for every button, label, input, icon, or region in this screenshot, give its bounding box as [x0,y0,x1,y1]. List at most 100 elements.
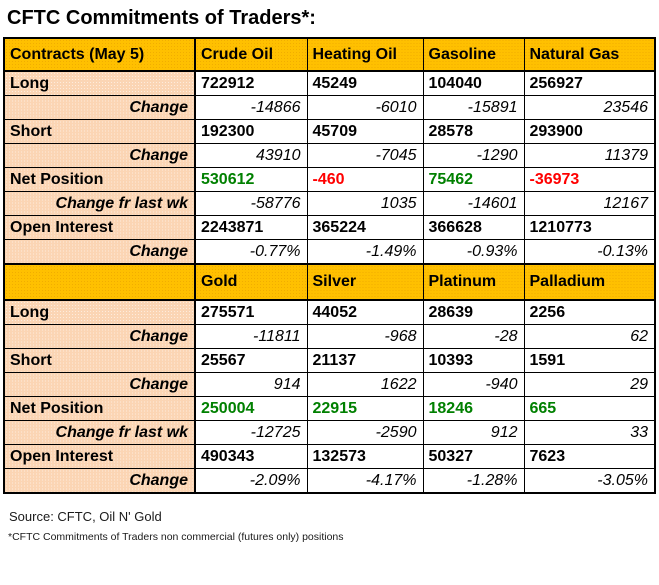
column-header-contracts: Contracts (May 5) [3,37,196,72]
cell-value: 2243871 [194,215,308,240]
cell-value: 912 [422,420,525,445]
column-header-gold: Gold [194,263,308,301]
cell-value-net: -460 [306,167,424,192]
cell-value: -1.28% [422,468,525,494]
cell-value: 28578 [422,119,525,144]
cell-value-net: -36973 [523,167,656,192]
column-header-natural-gas: Natural Gas [523,37,656,72]
table-row: Change -2.09% -4.17% -1.28% -3.05% [3,468,656,494]
cell-value: -14866 [194,95,308,120]
table-row: Long 722912 45249 104040 256927 [3,70,656,96]
cell-value: -14601 [422,191,525,216]
cell-value: 45709 [306,119,424,144]
column-header-heating-oil: Heating Oil [306,37,424,72]
cell-value: -7045 [306,143,424,168]
cell-value: -3.05% [523,468,656,494]
source-line: Source: CFTC, Oil N' Gold [9,509,162,524]
row-label: Change [3,372,196,397]
cell-value: 44052 [306,299,424,325]
cell-value: -58776 [194,191,308,216]
cell-value: -28 [422,324,525,349]
cell-value-net: 18246 [422,396,525,421]
metals-header-row: Gold Silver Platinum Palladium [3,263,656,301]
column-header-palladium: Palladium [523,263,656,301]
table-row: Change fr last wk -58776 1035 -14601 121… [3,191,656,216]
table-row: Long 275571 44052 28639 2256 [3,299,656,325]
column-header-crude-oil: Crude Oil [194,37,308,72]
cell-value: -2.09% [194,468,308,494]
table-row: Change fr last wk -12725 -2590 912 33 [3,420,656,445]
row-label: Open Interest [3,444,196,469]
cell-value-net: 530612 [194,167,308,192]
row-label: Net Position [3,396,196,421]
row-label: Change [3,324,196,349]
table-row: Change 914 1622 -940 29 [3,372,656,397]
cell-value: 23546 [523,95,656,120]
table-row: Net Position 250004 22915 18246 665 [3,396,656,421]
cell-value: -4.17% [306,468,424,494]
cell-value: -0.77% [194,239,308,265]
cell-value: -968 [306,324,424,349]
cell-value: 1622 [306,372,424,397]
table-row: Short 25567 21137 10393 1591 [3,348,656,373]
cell-value: -1290 [422,143,525,168]
cell-value: -1.49% [306,239,424,265]
cell-value: 7623 [523,444,656,469]
cell-value: 192300 [194,119,308,144]
page-title: CFTC Commitments of Traders*: [7,7,316,29]
cell-value: 29 [523,372,656,397]
row-label: Change [3,468,196,494]
cell-value: 33 [523,420,656,445]
column-header-blank [3,263,196,301]
table-row: Change 43910 -7045 -1290 11379 [3,143,656,168]
cell-value: 293900 [523,119,656,144]
cell-value: -940 [422,372,525,397]
row-label: Long [3,70,196,96]
page: CFTC Commitments of Traders*: Contracts … [3,7,656,543]
cell-value: 12167 [523,191,656,216]
column-header-platinum: Platinum [422,263,525,301]
row-label: Short [3,348,196,373]
cell-value: 365224 [306,215,424,240]
row-label: Change fr last wk [3,191,196,216]
cell-value: 1591 [523,348,656,373]
cell-value: 21137 [306,348,424,373]
cell-value: -12725 [194,420,308,445]
cot-table: Contracts (May 5) Crude Oil Heating Oil … [3,37,656,494]
cell-value: 722912 [194,70,308,96]
row-label: Change fr last wk [3,420,196,445]
cell-value: 256927 [523,70,656,96]
cell-value-net: 250004 [194,396,308,421]
column-header-silver: Silver [306,263,424,301]
cell-value: 275571 [194,299,308,325]
cell-value: -11811 [194,324,308,349]
cell-value: 132573 [306,444,424,469]
cell-value: 11379 [523,143,656,168]
energy-section: Contracts (May 5) Crude Oil Heating Oil … [3,37,656,265]
cell-value: 1035 [306,191,424,216]
table-row: Open Interest 490343 132573 50327 7623 [3,444,656,469]
cell-value: 104040 [422,70,525,96]
row-label: Long [3,299,196,325]
cell-value: 45249 [306,70,424,96]
row-label: Short [3,119,196,144]
cell-value: -6010 [306,95,424,120]
cell-value: 62 [523,324,656,349]
row-label: Open Interest [3,215,196,240]
table-row: Change -14866 -6010 -15891 23546 [3,95,656,120]
cell-value: 366628 [422,215,525,240]
row-label: Change [3,143,196,168]
cell-value: 25567 [194,348,308,373]
cell-value: 28639 [422,299,525,325]
cell-value: 490343 [194,444,308,469]
metals-section: Gold Silver Platinum Palladium Long 2755… [3,263,656,494]
cell-value: 1210773 [523,215,656,240]
table-row: Change -11811 -968 -28 62 [3,324,656,349]
row-label: Change [3,95,196,120]
row-label: Net Position [3,167,196,192]
cell-value: 10393 [422,348,525,373]
cell-value: -0.93% [422,239,525,265]
footnote: *CFTC Commitments of Traders non commerc… [8,531,344,543]
cell-value: 2256 [523,299,656,325]
energy-header-row: Contracts (May 5) Crude Oil Heating Oil … [3,37,656,72]
